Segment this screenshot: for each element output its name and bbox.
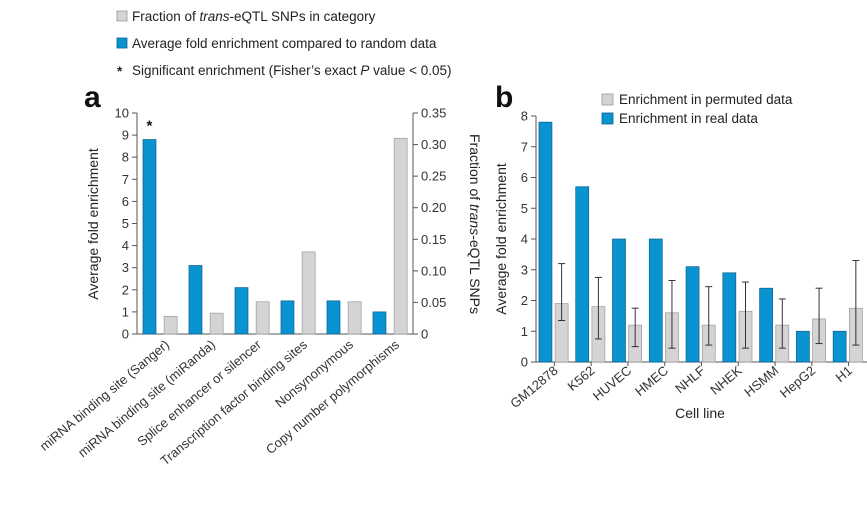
panel-b-ytick-label: 6 — [521, 170, 528, 185]
panel-b-ytick-label: 0 — [521, 355, 528, 370]
panel-a-ytick-label: 6 — [122, 194, 129, 209]
panel-b-ytick-label: 3 — [521, 262, 528, 277]
panel-b-category-label: NHLF — [672, 363, 708, 396]
panel-b-bar-real — [538, 121, 553, 363]
panel-a-ytick-label: 7 — [122, 172, 129, 187]
panel-b-bar-real — [575, 186, 590, 363]
panel-b-ytick-label: 8 — [521, 109, 528, 124]
panel-a-significance-annotation: * — [147, 118, 153, 135]
legend-star-symbol: * — [117, 64, 123, 79]
panel-a-bar-fold-enrichment — [326, 300, 341, 335]
panel-b-legend-label-permuted: Enrichment in permuted data — [619, 92, 793, 107]
panel-a-label: a — [84, 81, 101, 114]
panel-a-ytick-label: 0 — [122, 327, 129, 342]
panel-a-bar-fraction — [163, 315, 178, 335]
panel-a-ytick-label: 4 — [122, 238, 129, 253]
panel-a-bar-fold-enrichment — [372, 311, 387, 335]
panel-a-y2tick-label: 0.35 — [421, 106, 446, 121]
panel-a-bar-fraction — [255, 301, 270, 335]
panel-a-y2tick-label: 0.30 — [421, 137, 446, 152]
panel-b-category-label: HepG2 — [777, 363, 818, 401]
panel-a-y2tick-label: 0.05 — [421, 295, 446, 310]
panel-b-legend-label-real: Enrichment in real data — [619, 111, 758, 126]
panel-b-ytick-label: 1 — [521, 324, 528, 339]
panel-b-category-label: HSMM — [741, 363, 781, 400]
legend-label-star: Significant enrichment (Fisher’s exact P… — [132, 63, 452, 78]
panel-a-bar-fold-enrichment — [280, 300, 295, 335]
legend-label-blue: Average fold enrichment compared to rand… — [132, 36, 437, 51]
panel-a-ytick-label: 2 — [122, 282, 129, 297]
panel-a-bar-fold-enrichment — [142, 139, 157, 335]
panel-a-category-label: Nonsynonymous — [272, 336, 356, 410]
panel-b-category-label: HUVEC — [590, 363, 635, 404]
panel-b-category-label: GM12878 — [507, 363, 560, 411]
panel-a-y2tick-label: 0.15 — [421, 232, 446, 247]
legend-label-gray: Fraction of trans-eQTL SNPs in category — [132, 9, 376, 24]
legend-swatch-gray — [116, 10, 128, 22]
top-legend: Fraction of trans-eQTL SNPs in category … — [116, 9, 452, 79]
panel-a-y2tick-label: 0 — [421, 327, 428, 342]
panel-b-bar-real — [685, 266, 700, 363]
panel-a-bar-fold-enrichment — [234, 287, 249, 335]
panel-a-bar-fold-enrichment — [188, 265, 203, 335]
panel-b-ytick-label: 5 — [521, 201, 528, 216]
legend-swatch-blue — [116, 37, 128, 49]
panel-b-bar-real — [796, 330, 810, 363]
panel-b-bar-real — [722, 272, 737, 363]
panel-a-ytick-label: 8 — [122, 150, 129, 165]
panel-b-legend-swatch-permuted — [601, 93, 614, 106]
panel-b-bar-real — [612, 238, 626, 363]
panel-b-category-label: H1 — [833, 363, 855, 385]
panel-b: b Average fold enrichment Cell line Enri… — [493, 81, 867, 421]
panel-a-ylabel: Average fold enrichment — [85, 148, 101, 300]
panel-b-bar-real — [648, 238, 663, 363]
panel-a-bar-fraction — [347, 301, 362, 335]
panel-b-category-label: NHEK — [707, 363, 745, 398]
panel-b-label: b — [495, 81, 513, 114]
panel-a-bar-fraction — [393, 137, 408, 335]
panel-a-ytick-label: 5 — [122, 216, 129, 231]
panel-b-ytick-label: 4 — [521, 232, 528, 247]
panel-b-bar-real — [832, 330, 847, 363]
panel-a-y2tick-label: 0.25 — [421, 169, 446, 184]
panel-b-ylabel: Average fold enrichment — [493, 163, 509, 315]
panel-b-ytick-label: 2 — [521, 293, 528, 308]
panel-a-ytick-label: 9 — [122, 128, 129, 143]
panel-a: a Average fold enrichment Fraction of tr… — [37, 81, 483, 468]
panel-a-ytick-label: 3 — [122, 260, 129, 275]
panel-a-y2tick-label: 0.10 — [421, 263, 446, 278]
panel-a-y2tick-label: 0.20 — [421, 200, 446, 215]
panel-b-bar-real — [759, 287, 773, 363]
panel-a-ytick-label: 10 — [115, 106, 129, 121]
panel-b-legend: Enrichment in permuted data Enrichment i… — [601, 92, 793, 126]
panel-b-category-label: HMEC — [632, 363, 671, 399]
panel-a-ytick-label: 1 — [122, 304, 129, 319]
panel-b-xlabel: Cell line — [675, 405, 725, 421]
panel-b-legend-swatch-real — [601, 112, 614, 125]
panel-a-bar-fraction — [209, 312, 224, 335]
panel-a-bar-fraction — [301, 251, 316, 335]
panel-a-y2label: Fraction of trans-eQTL SNPs — [467, 134, 483, 314]
panel-b-ytick-label: 7 — [521, 139, 528, 154]
